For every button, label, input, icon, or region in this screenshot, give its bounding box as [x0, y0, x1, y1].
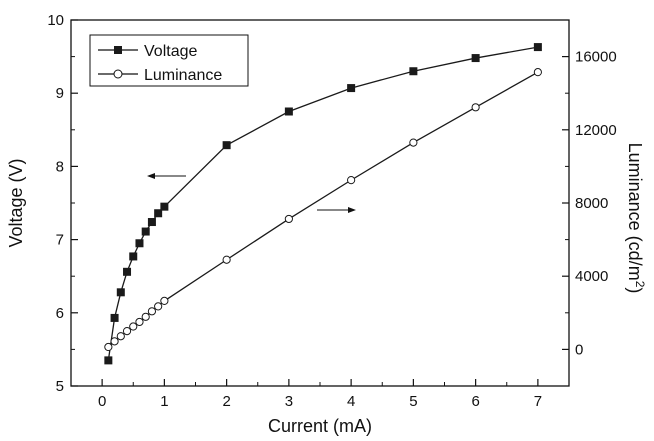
legend-voltage-label: Voltage [144, 43, 197, 60]
luminance-point [222, 255, 231, 264]
x-axis-title: Current (mA) [268, 416, 372, 436]
voltage-point [409, 67, 418, 76]
luminance-point [147, 307, 157, 316]
luminance-point [409, 138, 418, 147]
x-tick-label: 2 [222, 393, 230, 410]
y-left-tick-label: 7 [56, 232, 64, 249]
voltage-point [147, 218, 156, 227]
voltage-point [222, 141, 231, 150]
y-right-tick-label: 8000 [575, 195, 608, 212]
y-right-tick-label: 16000 [575, 49, 617, 66]
voltage-line [107, 46, 538, 361]
arrow-voltage-to-left-axis [147, 173, 186, 179]
y-left-tick-label: 8 [56, 158, 64, 175]
voltage-point [141, 227, 150, 236]
luminance-point [347, 176, 356, 185]
y-left-axis-ticks: 5 6 7 8 9 10 [47, 12, 78, 395]
voltage-point [135, 239, 144, 248]
x-tick-label: 3 [285, 393, 293, 410]
y-right-axis-title-main: Luminance (cd/m [625, 143, 645, 281]
luminance-point [135, 317, 144, 327]
y-right-tick-label: 4000 [575, 268, 608, 285]
y-right-axis-title-sup: 2 [633, 281, 647, 288]
y-right-tick-label: 0 [575, 341, 583, 358]
luminance-point [471, 103, 480, 112]
x-tick-label: 7 [534, 393, 542, 410]
legend: Voltage Luminance [89, 34, 249, 87]
luminance-point [122, 327, 132, 336]
luminance-point [141, 312, 150, 321]
y-right-tick-label: 12000 [575, 122, 617, 139]
voltage-point [154, 209, 163, 218]
voltage-point [471, 54, 480, 63]
x-tick-label: 6 [471, 393, 479, 410]
luminance-point [104, 342, 113, 352]
voltage-point [347, 84, 356, 93]
voltage-point [116, 288, 125, 297]
x-tick-label: 5 [409, 393, 417, 410]
luminance-point [154, 302, 163, 311]
legend-luminance-marker [113, 69, 123, 79]
y-right-axis-ticks: 0 4000 8000 12000 16000 [562, 49, 617, 358]
x-tick-label: 1 [160, 393, 168, 410]
y-left-tick-label: 10 [47, 12, 64, 29]
arrow-luminance-to-right-axis [317, 207, 356, 213]
luminance-point [116, 332, 125, 341]
voltage-point [123, 267, 132, 276]
voltage-point [284, 107, 293, 116]
legend-voltage-marker [114, 46, 122, 54]
voltage-point [129, 252, 138, 261]
luminance-point [129, 322, 138, 331]
series-luminance [104, 68, 542, 352]
voltage-point [533, 43, 542, 52]
voltage-point [110, 313, 119, 322]
luminance-point [284, 214, 293, 224]
y-left-tick-label: 5 [56, 378, 64, 395]
y-right-axis-title: Luminance (cd/m2) [625, 143, 647, 294]
series-voltage [104, 43, 542, 365]
x-tick-label: 4 [347, 393, 355, 410]
y-left-tick-label: 6 [56, 305, 64, 322]
x-tick-label: 0 [98, 393, 106, 410]
voltage-point [104, 356, 113, 365]
y-left-axis-title: Voltage (V) [6, 158, 26, 247]
legend-luminance-label: Luminance [144, 67, 222, 84]
luminance-point [110, 337, 119, 346]
voltage-point [160, 202, 169, 211]
luminance-point [533, 68, 542, 77]
y-right-axis-title-end: ) [625, 287, 645, 293]
x-axis-ticks: 0 1 2 3 4 5 6 7 [98, 379, 542, 410]
y-left-tick-label: 9 [56, 85, 64, 102]
luminance-point [160, 296, 169, 306]
